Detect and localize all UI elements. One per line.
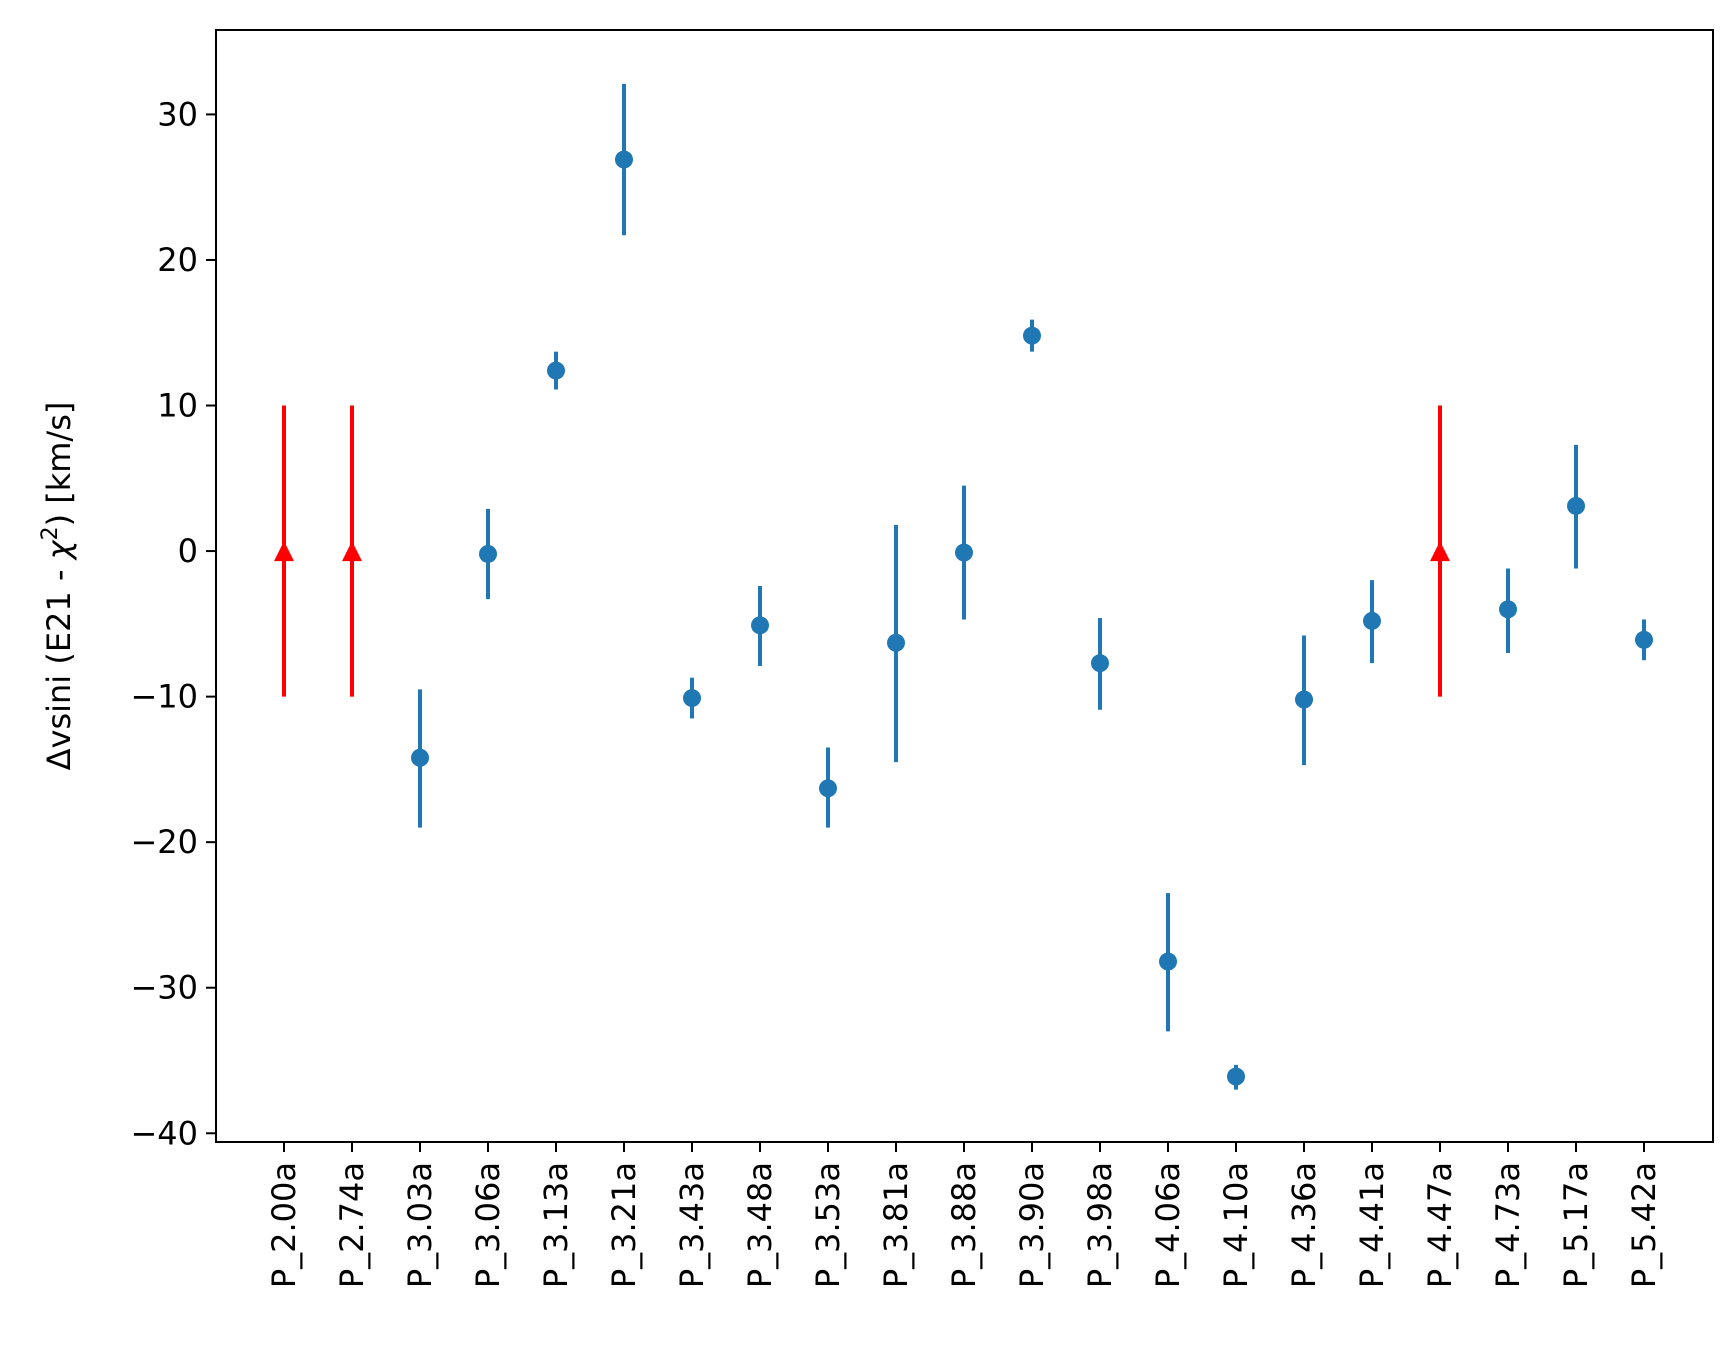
y-tick-label: 0 bbox=[178, 532, 198, 570]
data-point bbox=[1635, 630, 1653, 649]
y-axis-label-sup: 2 bbox=[38, 526, 63, 540]
data-point bbox=[683, 689, 701, 708]
x-tick-label: P_4.36a bbox=[1285, 1162, 1323, 1288]
x-tick-label: P_4.47a bbox=[1421, 1162, 1459, 1288]
data-point bbox=[1091, 654, 1109, 673]
x-tick-label: P_3.81a bbox=[877, 1162, 915, 1288]
y-axis-label: Δvsini (E21 - χ2) [km/s] bbox=[38, 402, 78, 771]
x-tick-label: P_3.90a bbox=[1013, 1162, 1051, 1288]
data-point bbox=[1295, 690, 1313, 709]
x-tick-label: P_3.88a bbox=[945, 1162, 983, 1288]
data-marks bbox=[274, 83, 1653, 1090]
x-axis: P_2.00a P_2.74a P_3.03a P_3.06a P_3.13a P_3.2… bbox=[265, 1142, 1663, 1288]
data-point bbox=[1567, 496, 1585, 515]
x-tick-label: P_3.03a bbox=[401, 1162, 439, 1288]
x-tick-label: P_3.98a bbox=[1081, 1162, 1119, 1288]
y-tick-label: −10 bbox=[130, 678, 198, 716]
x-tick-label: P_4.06a bbox=[1149, 1162, 1187, 1288]
x-tick-label: P_2.74a bbox=[333, 1162, 371, 1288]
y-tick-label: −30 bbox=[130, 969, 198, 1007]
data-point bbox=[1023, 326, 1041, 345]
y-axis-label-main: Δvsini (E21 - bbox=[40, 559, 78, 770]
y-tick-label: 30 bbox=[157, 95, 198, 133]
lower-limit-marker bbox=[1430, 541, 1450, 562]
data-point bbox=[955, 543, 973, 562]
plot-frame bbox=[215, 29, 1714, 1143]
y-tick-label: 20 bbox=[157, 241, 198, 279]
x-tick-label: P_3.53a bbox=[809, 1162, 847, 1288]
data-point bbox=[1159, 952, 1177, 971]
data-point bbox=[1227, 1067, 1245, 1086]
data-point bbox=[479, 544, 497, 563]
y-tick-label: −40 bbox=[130, 1114, 198, 1152]
data-point bbox=[751, 616, 769, 635]
x-tick-label: P_3.43a bbox=[673, 1162, 711, 1288]
lower-limit-marker bbox=[342, 541, 362, 562]
data-point bbox=[887, 633, 905, 652]
x-tick-label: P_3.48a bbox=[741, 1162, 779, 1288]
x-tick-label: P_2.00a bbox=[265, 1162, 303, 1288]
lower-limit-marker bbox=[274, 541, 294, 562]
x-tick-label: P_3.13a bbox=[537, 1162, 575, 1288]
x-tick-label: P_5.17a bbox=[1557, 1162, 1595, 1288]
data-point bbox=[1499, 600, 1517, 619]
y-axis-label-tail: ) [km/s] bbox=[40, 402, 78, 527]
data-point bbox=[819, 779, 837, 798]
y-axis-label-chi: χ bbox=[40, 539, 78, 561]
x-tick-label: P_4.73a bbox=[1489, 1162, 1527, 1288]
data-point bbox=[411, 748, 429, 767]
y-tick-label: 10 bbox=[157, 387, 198, 425]
x-tick-label: P_3.06a bbox=[469, 1162, 507, 1288]
y-axis: 30 20 10 0 −10 −20 −30 −40 bbox=[130, 95, 216, 1152]
data-point bbox=[615, 150, 633, 169]
x-tick-label: P_3.21a bbox=[605, 1162, 643, 1288]
x-tick-label: P_4.10a bbox=[1217, 1162, 1255, 1288]
x-tick-label: P_5.42a bbox=[1625, 1162, 1663, 1288]
data-point bbox=[1363, 611, 1381, 630]
y-tick-label: −20 bbox=[130, 823, 198, 861]
data-point bbox=[547, 361, 565, 380]
x-tick-label: P_4.41a bbox=[1353, 1162, 1391, 1288]
